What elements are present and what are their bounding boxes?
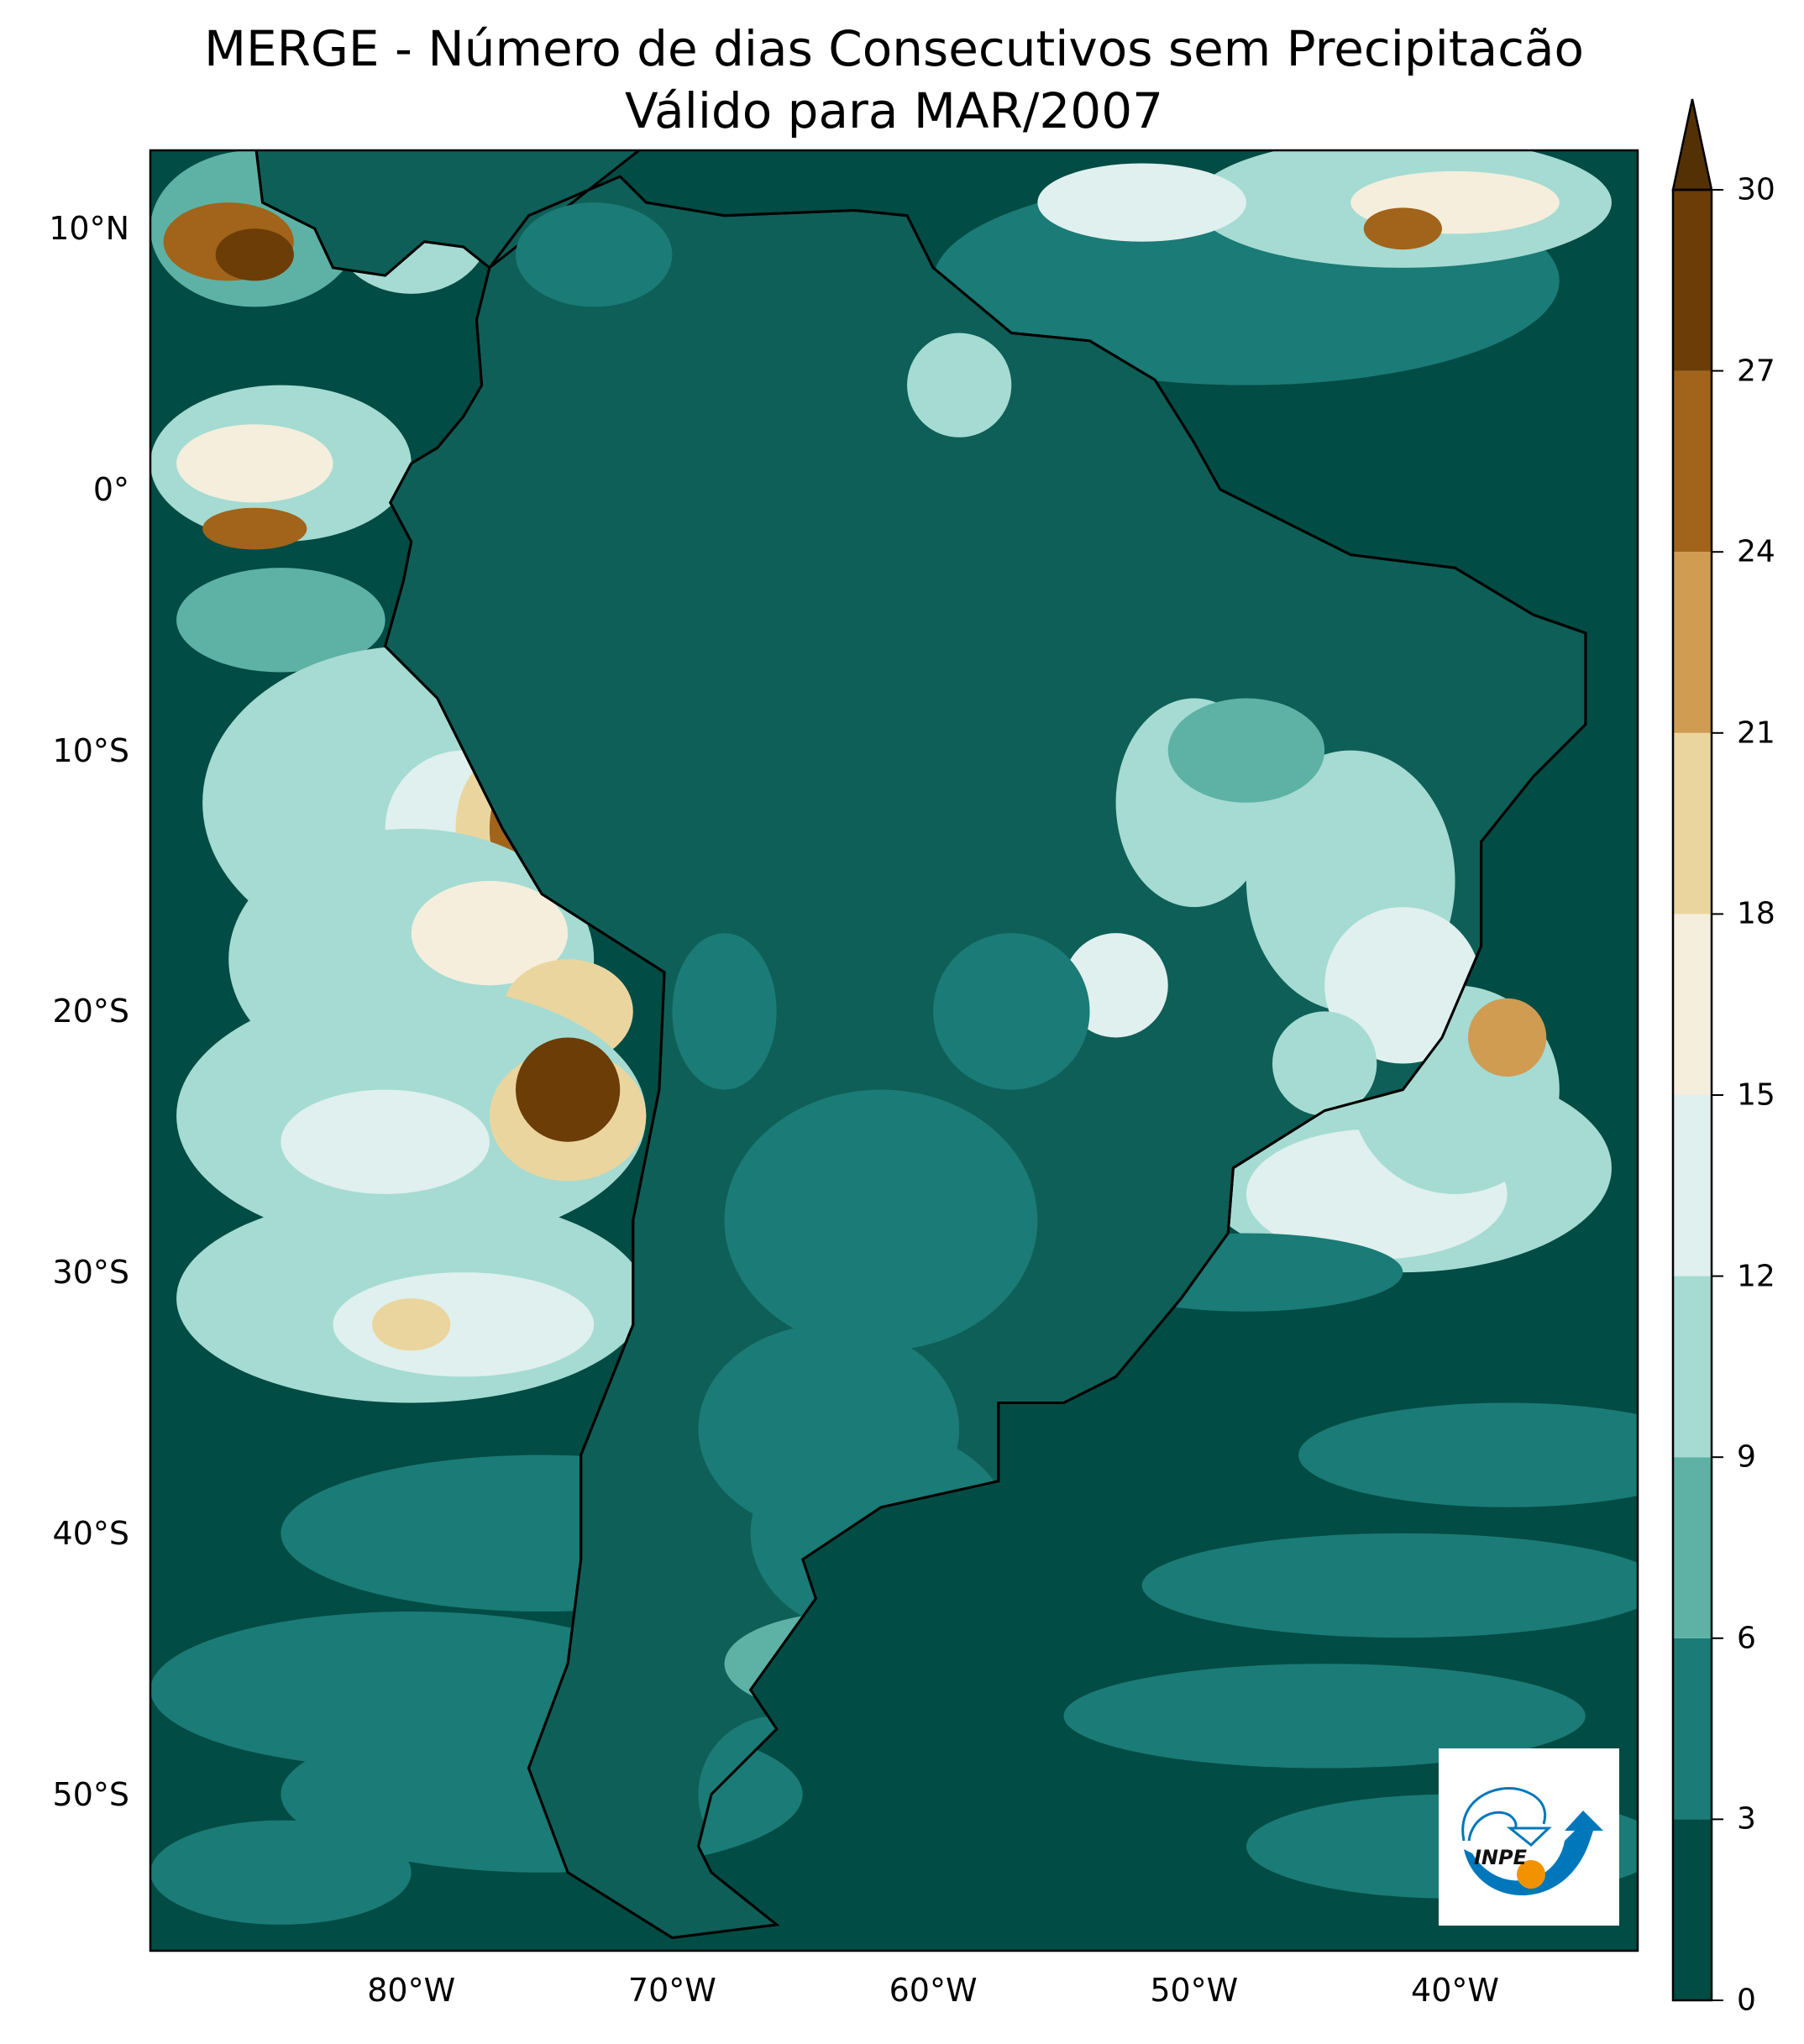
colorbar-segment [1673,370,1712,553]
colorbar-segment [1673,552,1712,733]
precip-region [1363,207,1442,250]
precip-region [515,202,673,307]
map-area [150,150,1638,1951]
lat-tick-label: 10°N [49,210,129,248]
colorbar [1671,98,1723,2002]
lat-tick-label: 30°S [52,1254,129,1292]
colorbar-tick-label: 18 [1737,896,1775,931]
precip-region [1272,1011,1377,1116]
precip-region [333,1272,595,1377]
chart-title: MERGE - Número de dias Consecutivos sem … [203,20,1585,77]
inpe-logo: INPE [1439,1748,1619,1926]
precip-region [907,333,1012,438]
colorbar-tick-label: 21 [1737,715,1775,751]
lon-tick-label: 80°W [367,1972,456,2009]
lat-tick-label: 20°S [52,993,129,1030]
colorbar-tick-label: 9 [1737,1439,1756,1475]
coastline [254,150,1587,1940]
precip-region [1141,1533,1638,1638]
colorbar-segment [1673,190,1712,371]
precip-region [1167,698,1325,803]
lon-tick-label: 50°W [1150,1972,1239,2009]
precip-region [202,507,307,550]
lon-tick-label: 70°W [627,1972,716,2009]
colorbar-extend-arrow [1671,98,1713,191]
colorbar-tick-label: 24 [1737,534,1775,569]
colorbar-tick-label: 6 [1737,1621,1756,1656]
precip-region [1324,907,1481,1064]
precip-region [372,1298,451,1351]
precip-region [176,568,385,673]
precip-region [1468,998,1547,1077]
colorbar-tick-label: 0 [1737,1983,1756,2018]
colorbar-segment [1673,1457,1712,1638]
precip-region [1298,1402,1638,1507]
colorbar-segment [1673,914,1712,1095]
precip-region [724,1089,1038,1351]
precip-region [281,1089,490,1194]
colorbar-tick-label: 27 [1737,354,1775,389]
lon-tick-label: 60°W [889,1972,978,2009]
colorbar-tick-label: 15 [1737,1077,1775,1113]
precip-region [176,424,333,503]
precip-region [1063,1664,1586,1769]
logo-text: INPE [1474,1846,1528,1869]
colorbar-segment [1673,1276,1712,1458]
precip-region [515,1037,621,1142]
colorbar-segment [1673,1638,1712,1820]
colorbar-segment [1673,1095,1712,1276]
map-frame [149,149,1639,1952]
precip-region [215,228,294,281]
precip-region [933,933,1090,1090]
lat-tick-label: 10°S [52,731,129,769]
lat-tick-label: 40°S [52,1514,129,1552]
lat-tick-label: 50°S [52,1775,129,1813]
precip-region [150,1820,412,1925]
colorbar-segment [1673,1819,1712,2000]
colorbar-tick-label: 30 [1737,172,1775,207]
chart-subtitle: Válido para MAR/2007 [624,82,1164,139]
precip-region [672,933,777,1090]
lat-tick-label: 0° [92,470,129,508]
lon-tick-label: 40°W [1411,1972,1499,2009]
colorbar-segment [1673,732,1712,915]
precip-region [411,881,569,986]
colorbar-tick-label: 3 [1737,1801,1756,1837]
colorbar-tick-label: 12 [1737,1259,1775,1294]
precip-region [1037,163,1246,242]
